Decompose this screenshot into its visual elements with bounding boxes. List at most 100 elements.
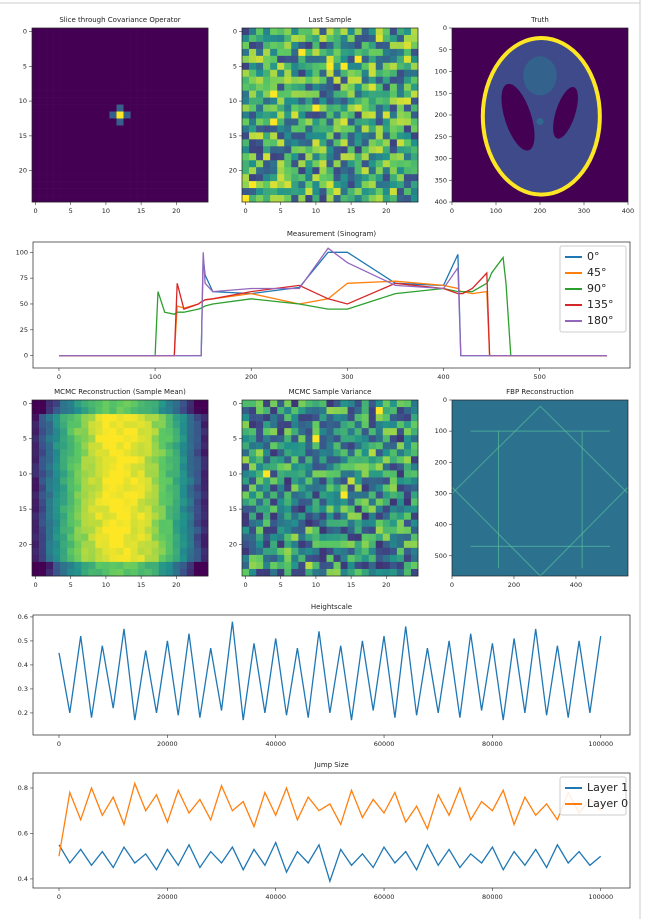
image-pixel <box>270 505 278 513</box>
image-pixel <box>95 533 103 542</box>
image-pixel <box>333 449 341 457</box>
image-pixel <box>158 111 167 119</box>
image-pixel <box>46 547 54 556</box>
image-pixel <box>305 491 313 499</box>
image-pixel <box>102 139 110 147</box>
image-pixel <box>137 104 145 112</box>
image-pixel <box>396 125 405 133</box>
image-pixel <box>74 139 82 147</box>
image-pixel <box>305 125 313 133</box>
image-pixel <box>53 561 61 570</box>
image-pixel <box>340 181 348 189</box>
image-pixel <box>326 519 334 528</box>
image-pixel <box>46 526 54 535</box>
image-pixel <box>249 83 257 91</box>
x-tick-label: 20 <box>172 207 180 215</box>
image-pixel <box>123 442 131 450</box>
image-pixel <box>312 111 320 119</box>
image-pixel <box>172 28 181 36</box>
image-pixel <box>179 69 188 78</box>
image-pixel <box>46 111 54 119</box>
image-pixel <box>375 48 384 57</box>
image-pixel <box>193 484 202 492</box>
image-pixel <box>123 104 131 112</box>
image-pixel <box>151 167 160 175</box>
image-pixel <box>81 414 89 422</box>
image-pixel <box>291 540 299 549</box>
image-pixel <box>319 400 327 408</box>
image-pixel <box>291 146 299 154</box>
image-pixel <box>249 470 257 478</box>
image-pixel <box>361 104 370 112</box>
image-pixel <box>361 456 370 464</box>
image-pixel <box>144 55 152 64</box>
image-pixel <box>375 181 384 189</box>
y-tick-label: 5 <box>23 62 27 70</box>
x-tick-label: 5 <box>69 581 73 589</box>
image-pixel <box>165 470 174 478</box>
image-pixel <box>333 69 341 78</box>
image-pixel <box>312 195 320 203</box>
image-pixel <box>354 526 362 535</box>
image-pixel <box>298 456 306 464</box>
image-pixel <box>186 533 195 542</box>
image-pixel <box>291 188 299 196</box>
image-pixel <box>144 568 152 577</box>
image-pixel <box>186 505 195 513</box>
image-pixel <box>270 477 278 485</box>
image-pixel <box>88 28 96 36</box>
image <box>242 28 419 203</box>
image-pixel <box>74 83 82 91</box>
image-pixel <box>158 449 167 457</box>
image-pixel <box>200 118 209 126</box>
image-pixel <box>389 195 398 203</box>
chart-title: Jump Size <box>313 761 348 769</box>
image-pixel <box>123 526 131 535</box>
image-pixel <box>354 83 362 91</box>
image-pixel <box>39 435 47 443</box>
image-pixel <box>165 428 174 436</box>
image-pixel <box>256 533 264 542</box>
image-pixel <box>130 146 138 154</box>
image-pixel <box>263 76 271 84</box>
image-pixel <box>396 547 405 556</box>
y-tick-label: 300 <box>435 155 447 163</box>
image-pixel <box>32 55 40 64</box>
image-pixel <box>95 139 103 147</box>
image-pixel <box>284 55 292 64</box>
image-pixel <box>144 195 152 203</box>
image-pixel <box>291 526 299 535</box>
image-pixel <box>179 62 188 71</box>
x-tick-label: 15 <box>347 207 355 215</box>
image-pixel <box>368 435 377 443</box>
image-pixel <box>375 83 384 91</box>
image-pixel <box>116 118 124 126</box>
image-pixel <box>312 34 320 43</box>
image-pixel <box>109 125 117 133</box>
image-pixel <box>249 132 257 140</box>
x-tick-label: 100 <box>490 207 502 215</box>
image-pixel <box>284 547 292 556</box>
image-pixel <box>326 104 334 112</box>
image-pixel <box>242 428 250 436</box>
image-pixel <box>123 195 131 203</box>
image-pixel <box>284 90 292 98</box>
image-pixel <box>151 540 160 549</box>
image-pixel <box>60 519 68 528</box>
image-pixel <box>242 477 250 485</box>
image-pixel <box>410 188 419 196</box>
image-pixel <box>67 90 75 98</box>
chart-title: Slice through Covariance Operator <box>59 16 180 24</box>
image-pixel <box>326 160 334 168</box>
image-pixel <box>88 554 96 563</box>
image-pixel <box>102 526 110 535</box>
image-pixel <box>130 512 138 520</box>
y-tick-label: 20 <box>229 540 237 548</box>
image-pixel <box>389 132 398 140</box>
image-pixel <box>39 139 47 147</box>
image-pixel <box>102 498 110 506</box>
image-pixel <box>130 449 138 457</box>
image-pixel <box>396 428 405 436</box>
image-pixel <box>249 400 257 408</box>
image-pixel <box>130 97 138 105</box>
